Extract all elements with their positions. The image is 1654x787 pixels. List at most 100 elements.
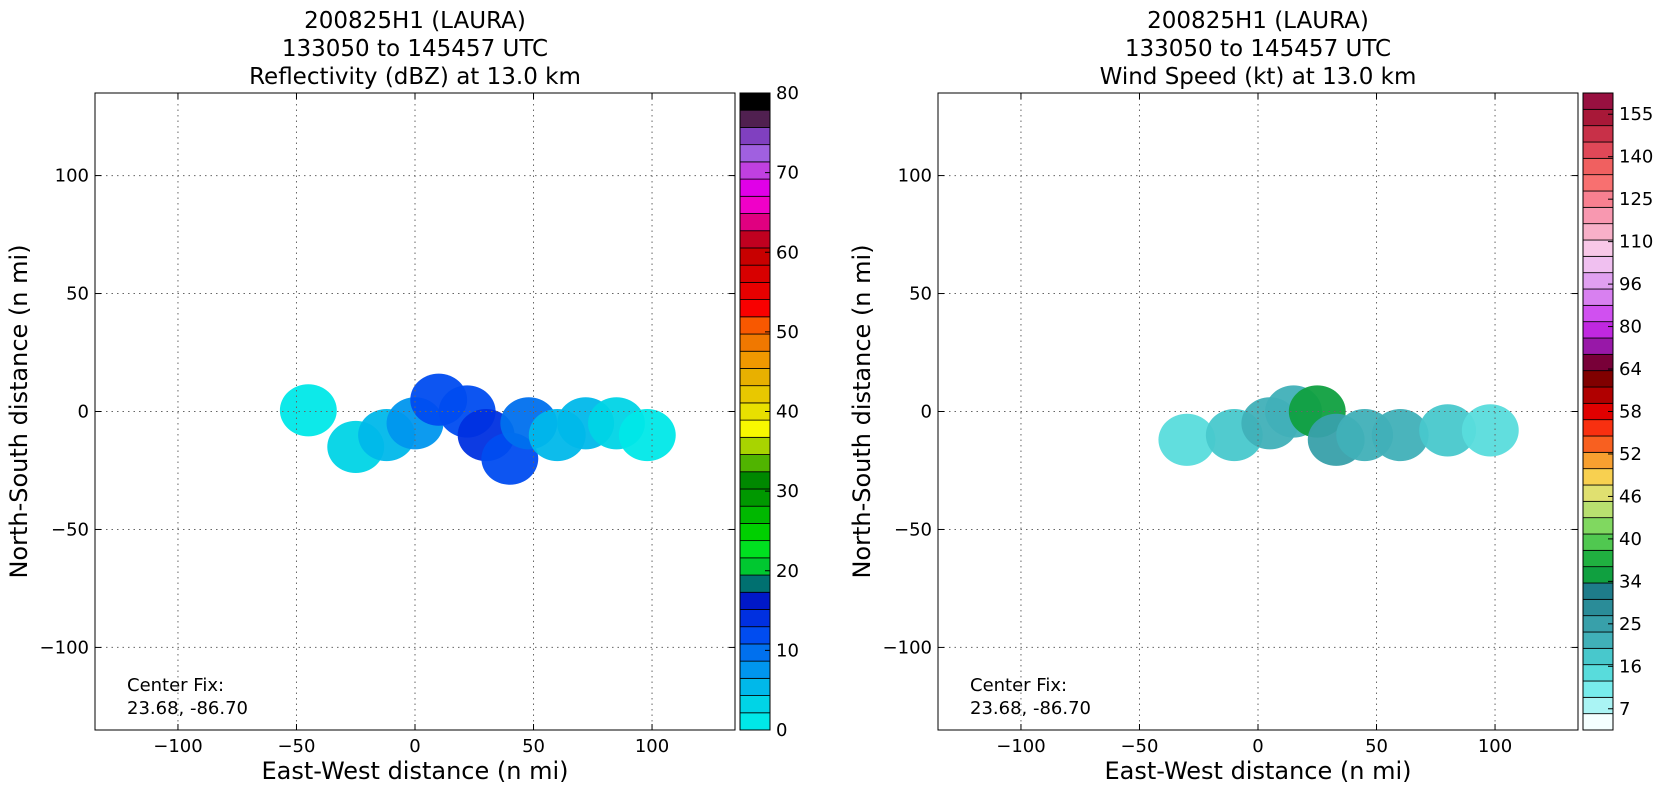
- x-axis-label: East-West distance (n mi): [1104, 757, 1411, 785]
- y-tick-label: 0: [78, 402, 89, 423]
- x-tick-label: 50: [522, 736, 545, 757]
- colorbar-segment: [1582, 206, 1614, 225]
- colorbar-tick-label: 40: [1619, 529, 1642, 550]
- chart-title-line: 133050 to 145457 UTC: [1125, 36, 1391, 62]
- wind-speed-cell: [1419, 404, 1477, 457]
- colorbar-tick-label: 58: [1619, 402, 1642, 423]
- colorbar-segment: [1582, 370, 1614, 388]
- colorbar-segment: [1582, 288, 1614, 306]
- colorbar-segment: [1582, 321, 1614, 339]
- x-tick-label: 100: [1478, 736, 1512, 757]
- colorbar-tick-label: 10: [776, 640, 799, 661]
- colorbar-segment: [739, 695, 771, 714]
- colorbar-segment: [1582, 174, 1614, 192]
- y-tick-label: −100: [40, 637, 89, 658]
- y-tick-label: 100: [898, 166, 932, 187]
- colorbar-segment: [1582, 239, 1614, 257]
- colorbar-segment: [739, 591, 771, 610]
- x-tick-label: 0: [1252, 736, 1263, 757]
- colorbar-tick-label: 60: [776, 242, 799, 263]
- colorbar-segment: [1582, 696, 1614, 715]
- wind-speed-cell: [1371, 409, 1429, 462]
- colorbar-segment: [739, 574, 771, 593]
- colorbar-segment: [1582, 500, 1614, 519]
- colorbar-segment: [1582, 92, 1614, 110]
- plot-area: [95, 93, 735, 730]
- y-axis-label: North-South distance (n mi): [5, 244, 33, 578]
- chart-title-line: Wind Speed (kt) at 13.0 km: [1100, 64, 1417, 90]
- colorbar-tick-label: 80: [1619, 317, 1642, 338]
- colorbar-segment: [1582, 680, 1614, 698]
- colorbar-tick-label: 50: [776, 322, 799, 343]
- reflectivity-echo-cell: [279, 384, 337, 437]
- colorbar-segment: [739, 281, 771, 300]
- colorbar-segment: [739, 643, 771, 662]
- colorbar-segment: [1582, 386, 1614, 404]
- x-tick-label: −100: [153, 736, 202, 757]
- colorbar-tick-label: 25: [1619, 614, 1642, 635]
- x-tick-label: 0: [409, 736, 420, 757]
- colorbar-segment: [1582, 664, 1614, 682]
- colorbar-segment: [739, 230, 771, 249]
- colorbar-tick-label: 125: [1619, 189, 1653, 210]
- colorbar-tick-label: 20: [776, 561, 799, 582]
- center-fix-annotation: Center Fix:: [127, 675, 224, 696]
- colorbar-segment: [739, 299, 771, 318]
- colorbar-segment: [1582, 533, 1614, 551]
- y-tick-label: −100: [883, 637, 932, 658]
- wind-speed-cell: [1158, 413, 1216, 466]
- colorbar-tick-label: 155: [1619, 104, 1653, 125]
- colorbar-segment: [1582, 272, 1614, 290]
- colorbar-segment: [1582, 517, 1614, 535]
- colorbar-segment: [1582, 468, 1614, 486]
- colorbar-segment: [1582, 598, 1614, 617]
- plot-area: [938, 93, 1578, 730]
- colorbar-segment: [739, 350, 771, 369]
- reflectivity-echo-cell: [618, 409, 676, 462]
- x-tick-label: −50: [1120, 736, 1158, 757]
- center-fix-annotation: Center Fix:: [970, 675, 1067, 696]
- colorbar-segment: [739, 161, 771, 180]
- colorbar-tick-label: 34: [1619, 571, 1642, 592]
- y-tick-label: 100: [55, 166, 89, 187]
- colorbar-segment: [1582, 549, 1614, 568]
- colorbar-tick-label: 80: [776, 83, 799, 104]
- colorbar-segment: [1582, 647, 1614, 666]
- colorbar-segment: [739, 660, 771, 679]
- colorbar-segment: [739, 454, 771, 473]
- colorbar-tick-label: 40: [776, 402, 799, 423]
- chart-title-line: 200825H1 (LAURA): [304, 8, 526, 34]
- colorbar-tick-label: 52: [1619, 444, 1642, 465]
- colorbar-segment: [739, 557, 771, 576]
- y-tick-label: 0: [921, 402, 932, 423]
- center-fix-annotation: 23.68, -86.70: [127, 698, 248, 719]
- colorbar-segment: [1582, 435, 1614, 453]
- colorbar-tick-label: 16: [1619, 656, 1642, 677]
- colorbar-tick-label: 96: [1619, 274, 1642, 295]
- y-tick-label: −50: [51, 519, 89, 540]
- y-axis-label: North-South distance (n mi): [848, 244, 876, 578]
- colorbar-segment: [1582, 125, 1614, 143]
- colorbar-segment: [739, 195, 771, 214]
- x-axis-label: East-West distance (n mi): [261, 757, 568, 785]
- colorbar-segment: [1582, 631, 1614, 649]
- colorbar-segment: [739, 712, 771, 731]
- colorbar-segment: [739, 471, 771, 490]
- colorbar-tick-label: 46: [1619, 486, 1642, 507]
- colorbar-segment: [739, 144, 771, 163]
- colorbar-segment: [1582, 484, 1614, 502]
- colorbar-segment: [739, 247, 771, 266]
- colorbar-tick-label: 64: [1619, 359, 1642, 380]
- y-tick-label: −50: [894, 519, 932, 540]
- colorbar-segment: [1582, 337, 1614, 355]
- colorbar-segment: [1582, 713, 1614, 731]
- chart-title-line: 133050 to 145457 UTC: [282, 36, 548, 62]
- colorbar-tick-label: 30: [776, 481, 799, 502]
- chart-title-line: Reflectivity (dBZ) at 13.0 km: [249, 64, 581, 90]
- x-tick-label: −50: [277, 736, 315, 757]
- colorbar-segment: [739, 436, 771, 455]
- colorbar-segment: [1582, 255, 1614, 274]
- colorbar-segment: [739, 419, 771, 438]
